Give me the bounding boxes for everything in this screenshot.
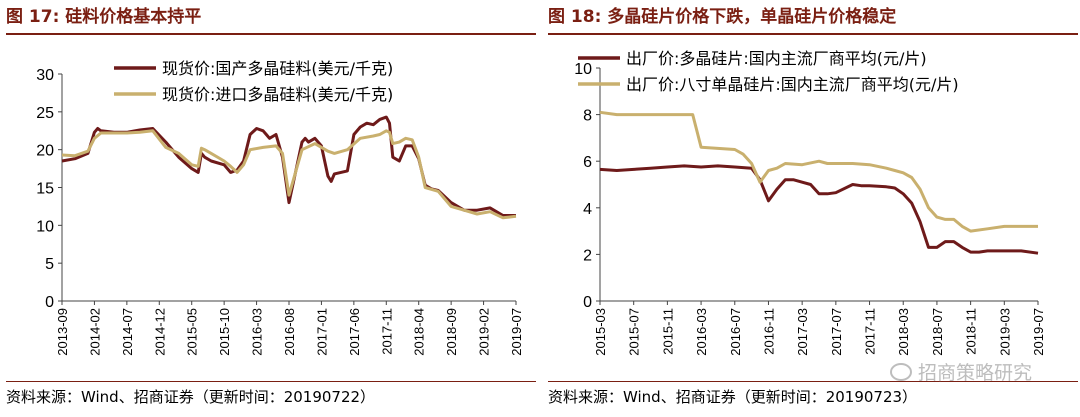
- x-tick-label: 2018-07: [930, 308, 945, 356]
- x-tick-label: 2019-03: [997, 308, 1012, 356]
- y-tick-label: 8: [583, 108, 592, 125]
- y-tick-label: 5: [45, 256, 54, 273]
- x-tick-label: 2018-09: [444, 308, 459, 356]
- x-tick-label: 2015-05: [185, 308, 200, 356]
- legend-label: 出厂价:八寸单晶硅片:国内主流厂商平均(元/片): [626, 75, 959, 94]
- chart-panel-right: 图 18: 多晶硅片价格下跌，单晶硅片价格稳定 0 2 4 6 8 10 2015-03 20…: [548, 0, 1078, 417]
- x-tick-label: 2017-07: [829, 308, 844, 356]
- x-tick-label: 2019-02: [477, 308, 492, 356]
- x-tick-label: 2018-04: [412, 308, 427, 356]
- source-note: 资料来源：Wind、招商证券（更新时间：20190722）: [6, 388, 376, 406]
- y-tick-label: 20: [36, 143, 54, 160]
- y-tick-label: 6: [583, 154, 592, 171]
- y-tick-label: 2: [583, 247, 592, 264]
- x-tick-label: 2015-11: [660, 308, 675, 355]
- watermark: 招商策略研究: [890, 358, 1032, 385]
- x-tick-label: 2016-11: [761, 308, 776, 355]
- wafer-price-chart: 0 2 4 6 8 10 2015-03 2015-07 2015-11 2016-03 2016-…: [574, 49, 1046, 356]
- x-tick-label: 2018-03: [896, 308, 911, 356]
- x-tick-label: 2016-07: [728, 308, 743, 356]
- x-tick-label: 2017-06: [347, 308, 362, 356]
- y-tick-label: 15: [36, 181, 54, 198]
- x-tick-label: 2018-11: [964, 308, 979, 355]
- chart-title: 图 17: 硅料价格基本持平: [6, 7, 202, 27]
- y-tick-label: 4: [583, 201, 592, 218]
- x-tick-label: 2017-11: [379, 308, 394, 355]
- y-tick-label: 30: [36, 67, 54, 84]
- source-note: 资料来源：Wind、招商证券（更新时间：20190723）: [548, 388, 918, 406]
- legend-label: 出厂价:多晶硅片:国内主流厂商平均(元/片): [626, 49, 927, 68]
- legend-label: 现货价:国产多晶硅料(美元/千克): [162, 59, 393, 78]
- x-tick-label: 2016-03: [694, 308, 709, 356]
- x-tick-label: 2019-07: [1031, 308, 1046, 356]
- x-tick-label: 2016-08: [282, 308, 297, 356]
- title-rule: [6, 33, 536, 35]
- series-line-1: [599, 164, 1039, 255]
- x-tick-label: 2017-01: [314, 308, 329, 356]
- title-rule: [548, 33, 1078, 35]
- x-tick-label: 2014-12: [152, 308, 167, 356]
- legend-label: 现货价:进口多晶硅料(美元/千克): [162, 85, 393, 104]
- y-tick-label: 0: [583, 294, 592, 311]
- chart-panel-left: 图 17: 硅料价格基本持平 0 5 10 15 20 25 30 2013-09 2014-0…: [6, 0, 536, 417]
- source-rule: [548, 381, 1078, 382]
- polysilicon-price-chart: 0 5 10 15 20 25 30 2013-09 2014-02 2014-07 2014-12…: [36, 59, 524, 356]
- wechat-icon: [890, 363, 912, 381]
- y-tick-label: 0: [45, 294, 54, 311]
- x-tick-label: 2014-07: [120, 308, 135, 356]
- x-tick-label: 2017-11: [863, 308, 878, 355]
- y-tick-label: 10: [574, 61, 592, 78]
- x-tick-label: 2015-07: [627, 308, 642, 356]
- source-rule: [6, 381, 536, 382]
- chart-title: 图 18: 多晶硅片价格下跌，单晶硅片价格稳定: [548, 7, 897, 27]
- x-tick-label: 2016-03: [250, 308, 265, 356]
- y-tick-label: 10: [36, 218, 54, 235]
- x-tick-label: 2013-09: [55, 308, 70, 356]
- x-tick-label: 2019-07: [509, 308, 524, 356]
- y-tick-label: 25: [36, 105, 54, 122]
- watermark-text: 招商策略研究: [918, 362, 1033, 384]
- x-tick-label: 2015-10: [217, 308, 232, 356]
- x-tick-label: 2015-03: [593, 308, 608, 356]
- series-line-2: [599, 110, 1038, 233]
- x-tick-label: 2017-03: [795, 308, 810, 356]
- series-line-2: [61, 129, 517, 220]
- x-tick-label: 2014-02: [87, 308, 102, 356]
